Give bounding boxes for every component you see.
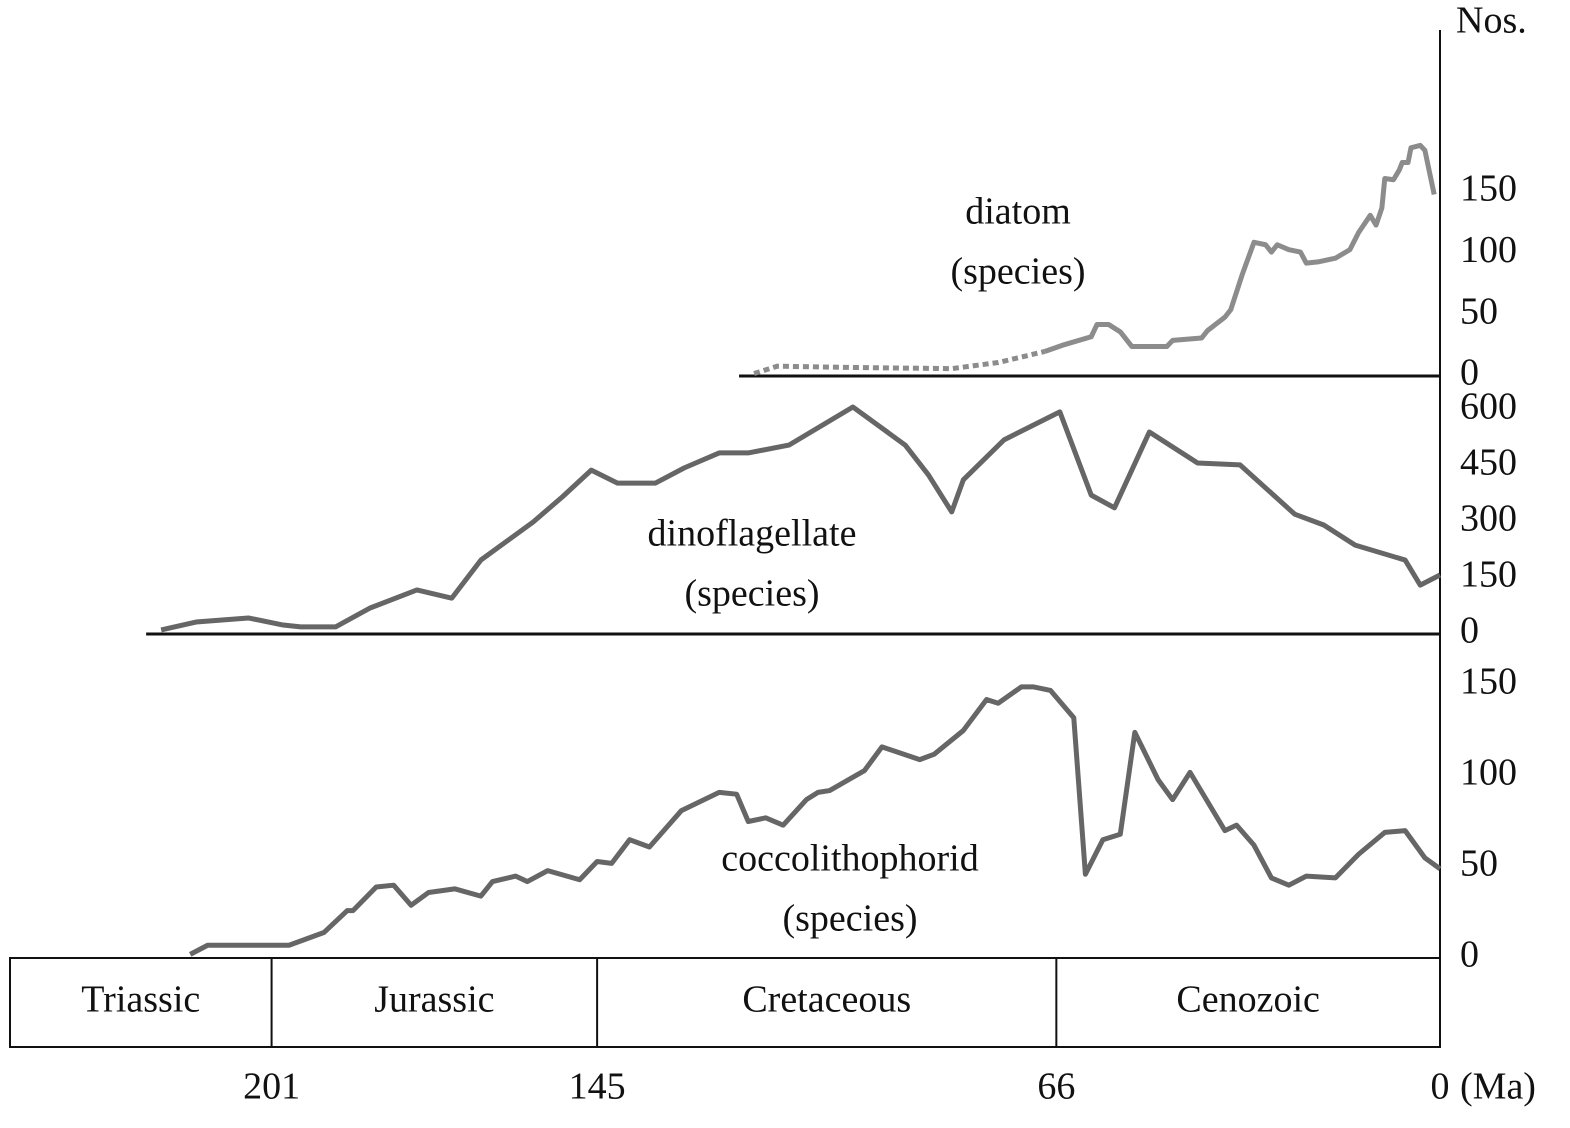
- x-tick-label: 201: [243, 1066, 300, 1108]
- panel-subtitle: (species): [684, 573, 819, 615]
- period-label: Cretaceous: [742, 979, 911, 1021]
- panel-title: diatom: [965, 191, 1071, 233]
- x-tick-label: 66: [1037, 1066, 1075, 1108]
- data-line: [160, 404, 1442, 633]
- y-tick-label: 300: [1460, 498, 1517, 540]
- data-line: [1043, 142, 1437, 354]
- panel-title: coccolithophorid: [721, 838, 978, 880]
- period-label: Jurassic: [374, 979, 494, 1021]
- y-tick-label: 100: [1460, 229, 1517, 271]
- panel-subtitle: (species): [950, 251, 1085, 293]
- y-tick-label: 150: [1460, 661, 1517, 703]
- y-tick-label: 0: [1460, 610, 1479, 652]
- y-tick-label: 0: [1460, 934, 1479, 976]
- period-label: Cenozoic: [1176, 979, 1320, 1021]
- x-tick-label: 0: [1431, 1066, 1450, 1108]
- period-label: Triassic: [81, 979, 200, 1021]
- y-axis-label: Nos.: [1456, 0, 1527, 42]
- y-tick-label: 50: [1460, 290, 1498, 332]
- y-tick-label: 150: [1460, 554, 1517, 596]
- data-line: [189, 684, 1442, 957]
- period-bar: [9, 957, 1441, 1048]
- y-tick-label: 100: [1460, 752, 1517, 794]
- y-tick-label: 150: [1460, 168, 1517, 210]
- panel-subtitle: (species): [782, 898, 917, 940]
- panel-title: dinoflagellate: [648, 513, 857, 555]
- y-tick-label: 450: [1460, 442, 1517, 484]
- x-axis-label: (Ma): [1460, 1066, 1536, 1108]
- x-tick-label: 145: [569, 1066, 626, 1108]
- y-tick-label: 0: [1460, 352, 1479, 394]
- data-line: [753, 349, 1046, 376]
- y-tick-label: 600: [1460, 386, 1517, 428]
- y-tick-label: 50: [1460, 843, 1498, 885]
